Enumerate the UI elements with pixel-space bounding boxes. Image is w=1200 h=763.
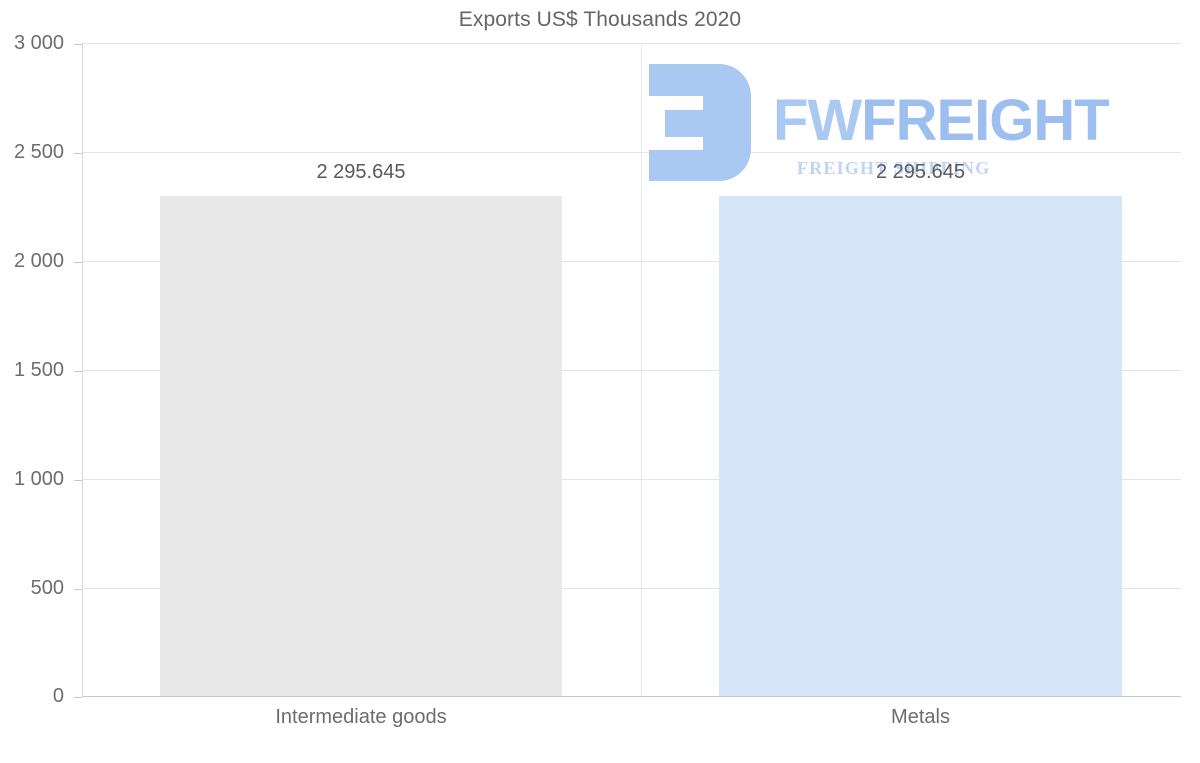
y-axis-tick-1000: 1 000 bbox=[0, 468, 82, 491]
gridline-2500 bbox=[82, 152, 1181, 153]
y-axis-line bbox=[82, 43, 83, 696]
x-axis-label-intermediate-goods: Intermediate goods bbox=[275, 706, 447, 728]
y-axis-tick-mark bbox=[74, 152, 82, 154]
bar-metals[interactable] bbox=[719, 196, 1122, 696]
y-axis-tick-mark bbox=[74, 43, 82, 45]
x-axis-label-metals: Metals bbox=[891, 706, 950, 728]
plot-area: 2 295.645 2 295.645 bbox=[82, 43, 1181, 697]
x-axis-line bbox=[82, 696, 1181, 697]
y-axis-tick-label: 1 000 bbox=[13, 468, 64, 490]
y-axis-tick-mark bbox=[74, 261, 82, 263]
gridline-3000 bbox=[82, 43, 1181, 44]
y-axis-tick-label: 500 bbox=[30, 577, 64, 599]
chart-title: Exports US$ Thousands 2020 bbox=[458, 8, 742, 31]
y-axis-tick-0: 0 bbox=[0, 685, 82, 708]
y-axis-tick-2000: 2 000 bbox=[0, 250, 82, 273]
y-axis-tick-2500: 2 500 bbox=[0, 141, 82, 164]
y-axis-tick-label: 1 500 bbox=[13, 359, 64, 381]
y-axis-tick-label: 2 500 bbox=[13, 141, 64, 163]
gridline-1500 bbox=[82, 370, 1181, 371]
y-axis-tick-500: 500 bbox=[0, 577, 82, 600]
y-axis-tick-mark bbox=[74, 370, 82, 372]
gridline-1000 bbox=[82, 479, 1181, 480]
y-axis-tick-label: 2 000 bbox=[13, 250, 64, 272]
bar-intermediate-goods[interactable] bbox=[160, 196, 562, 696]
y-axis-tick-label: 0 bbox=[52, 685, 64, 707]
y-axis-tick-mark bbox=[74, 696, 82, 698]
bar-value-label-metals: 2 295.645 bbox=[876, 161, 965, 183]
y-axis-tick-mark bbox=[74, 479, 82, 481]
y-axis-tick-3000: 3 000 bbox=[0, 32, 82, 55]
y-axis-tick-1500: 1 500 bbox=[0, 359, 82, 382]
y-axis-tick-mark bbox=[74, 588, 82, 590]
y-axis-tick-label: 3 000 bbox=[13, 32, 64, 54]
y-axis: 3 000 2 500 2 000 1 500 1 000 500 0 bbox=[0, 32, 82, 707]
gridline-2000 bbox=[82, 261, 1181, 262]
gridline-500 bbox=[82, 588, 1181, 589]
gridline-category-divider bbox=[641, 43, 642, 696]
x-axis: Intermediate goods Metals bbox=[82, 702, 1181, 742]
bar-value-label-intermediate-goods: 2 295.645 bbox=[316, 161, 406, 183]
